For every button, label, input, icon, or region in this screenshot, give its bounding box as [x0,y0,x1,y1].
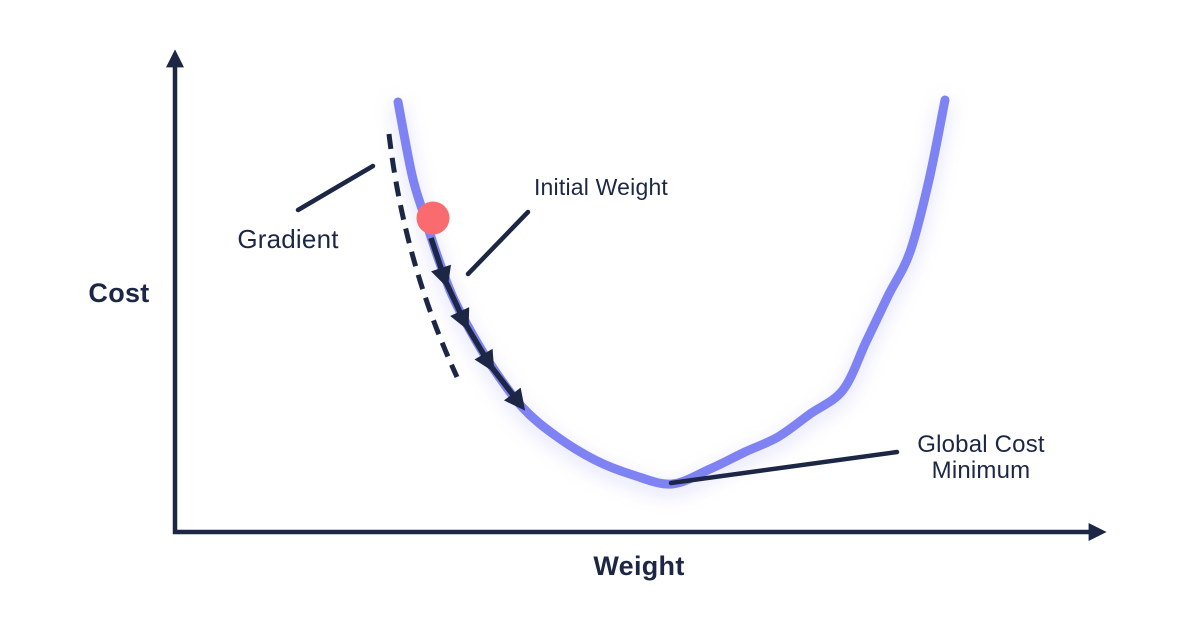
global-cost-minimum-label-line1: Global Cost [917,431,1045,458]
initial-weight-pointer-line [465,209,531,277]
gradient-label: Gradient [237,224,339,254]
descent-arrow-segment [442,278,470,331]
gradient-tangent-dashed-line [386,133,460,379]
descent-arrows [428,237,526,411]
global-cost-minimum-label-line2: Minimum [932,457,1031,484]
cost-curve [393,95,950,489]
y-axis-label: Cost [88,278,149,308]
initial-weight-dot [416,201,450,235]
global-cost-minimum-pointer-line [668,449,900,486]
gradient-pointer-line [295,163,376,213]
x-axis-label: Weight [593,551,684,581]
descent-arrow-segment [462,321,495,373]
initial-weight-label: Initial Weight [534,174,668,200]
descent-arrow-segment [487,363,526,411]
descent-arrow-segment [428,237,451,288]
